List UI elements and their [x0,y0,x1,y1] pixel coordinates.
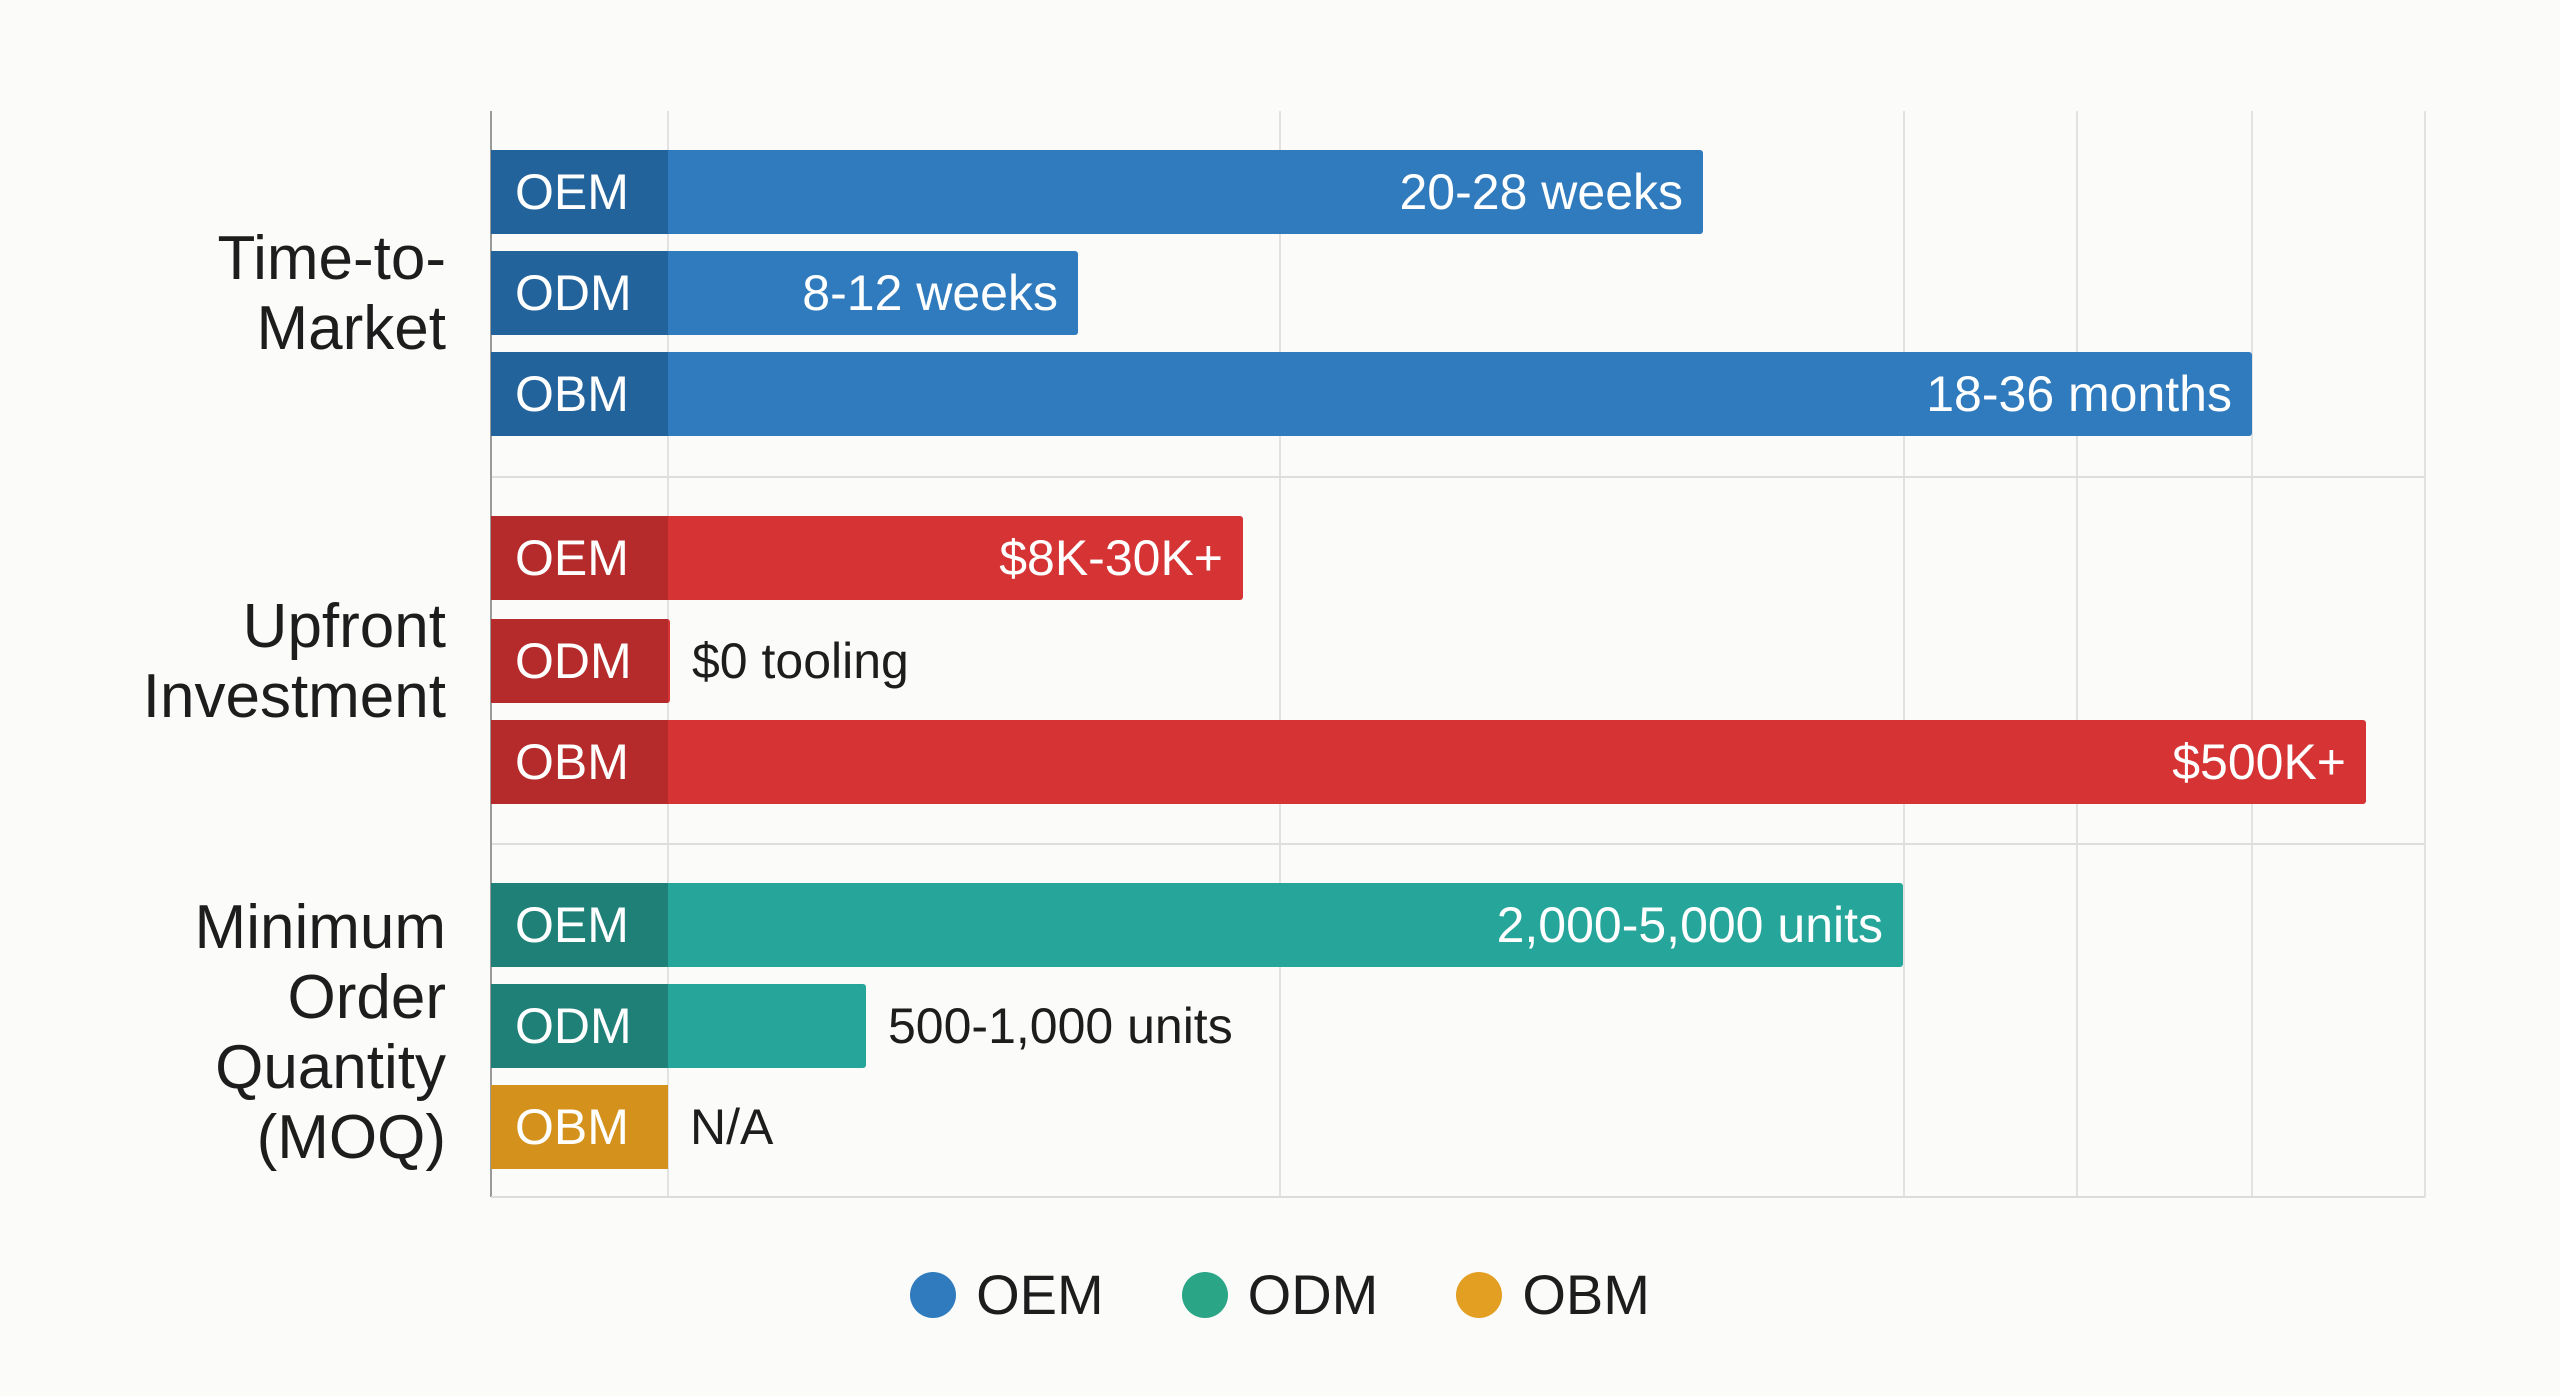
bar-value-label: 500-1,000 units [888,998,1233,1054]
bar-value-label: 2,000-5,000 units [1497,897,1883,953]
legend-label: ODM [1247,1263,1379,1326]
bar-value-label: 20-28 weeks [1400,164,1684,220]
bar-value-label: N/A [690,1099,774,1155]
bar-series-label: OBM [515,366,629,422]
bar-oem [491,150,1703,234]
bar-badge [491,251,668,335]
bar-series-label: ODM [515,998,632,1054]
bar-series-label: ODM [515,633,632,689]
legend-label: OEM [976,1263,1104,1326]
legend-dot-icon [910,1271,957,1318]
category-label-time-to-market: Time-to- Market [217,224,446,363]
bar-badge [491,516,668,600]
bar-oem [491,516,1243,600]
bar-obm [491,352,2252,436]
bar-badge [491,883,668,967]
legend-item-obm: OBM [1456,1262,1650,1327]
bar-badge [491,150,668,234]
bar-badge [491,984,668,1068]
bar-series-label: OBM [515,734,629,790]
bar-badge [491,720,668,804]
legend-label: OBM [1522,1263,1650,1326]
bar-series-label: OEM [515,897,629,953]
legend-item-odm: ODM [1181,1262,1379,1327]
bar-badge [491,352,668,436]
category-label-upfront-investment: Upfront Investment [142,592,446,731]
bar-value-label: 8-12 weeks [802,265,1058,321]
bar-series-label: OEM [515,530,629,586]
bar-badge [491,619,668,703]
bar-value-label: 18-36 months [1926,366,2232,422]
bar-obm [491,720,2366,804]
bar-value-label: $500K+ [2172,734,2346,790]
bar-series-label: ODM [515,265,632,321]
category-label-moq: Minimum Order Quantity (MOQ) [194,893,446,1172]
bar-value-label: $8K-30K+ [999,530,1223,586]
bar-oem [491,883,1903,967]
bar-value-label: $0 tooling [692,633,909,689]
bar-badge [491,1085,668,1169]
bar-series-label: OBM [515,1099,629,1155]
bar-series-label: OEM [515,164,629,220]
legend: OEM ODM OBM [0,1262,2560,1327]
legend-item-oem: OEM [910,1262,1104,1327]
legend-dot-icon [1456,1271,1503,1318]
legend-dot-icon [1181,1271,1228,1318]
